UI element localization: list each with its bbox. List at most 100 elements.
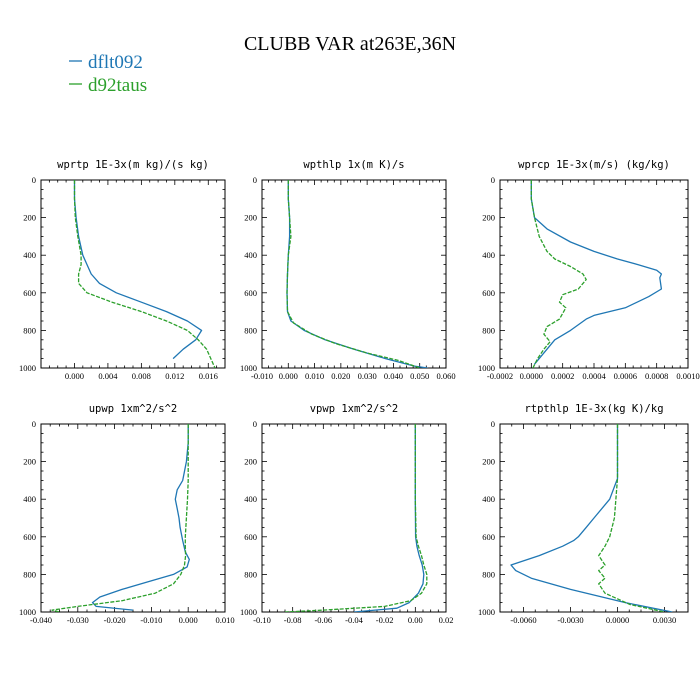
y-tick-label: 1000 [19,363,36,373]
x-tick-label: 0.0000 [520,371,543,381]
x-tick-label: 0.0030 [653,615,676,625]
y-tick-label: 600 [482,532,495,542]
legend-label-dflt092: dflt092 [88,52,143,73]
y-tick-label: 200 [244,457,257,467]
y-tick-label: 400 [244,494,257,504]
x-tick-label: -0.0002 [487,371,513,381]
x-tick-label: 0.004 [98,371,118,381]
x-tick-label: 0.008 [132,371,151,381]
y-tick-label: 400 [482,494,495,504]
series-line-dflt092 [510,424,673,612]
x-tick-label: -0.030 [67,615,89,625]
y-tick-label: 800 [482,569,495,579]
y-tick-label: 0 [491,419,495,429]
x-tick-label: -0.010 [140,615,162,625]
y-tick-label: 800 [244,569,257,579]
x-tick-label: 0.012 [165,371,184,381]
x-tick-label: 0.020 [331,371,350,381]
y-tick-label: 1000 [240,363,257,373]
x-tick-label: -0.0030 [557,615,583,625]
y-tick-label: 0 [32,419,36,429]
x-tick-label: 0.0006 [614,371,637,381]
panel-title: wprcp 1E-3x(m/s) (kg/kg) [518,159,670,171]
y-tick-label: 200 [23,213,36,223]
series-line-d92taus [51,424,189,612]
x-tick-label: 0.00 [408,615,423,625]
y-tick-label: 0 [253,419,257,429]
x-tick-label: 0.0000 [606,615,629,625]
panel-title: wprtp 1E-3x(m kg)/(s kg) [57,159,209,171]
panel-title: rtpthlp 1E-3x(kg K)/kg [524,403,663,415]
x-tick-label: 0.030 [358,371,377,381]
plot-frame [261,423,447,613]
panel-title: wpthlp 1x(m K)/s [303,159,404,171]
y-tick-label: 600 [23,532,36,542]
x-tick-label: -0.10 [253,615,271,625]
legend-label-d92taus: d92taus [88,75,147,96]
x-tick-label: 0.016 [199,371,218,381]
x-tick-label: 0.010 [305,371,324,381]
figure-title: CLUBB VAR at263E,36N [244,33,456,55]
plot-frame [40,423,226,613]
panel-3: wprcp 1E-3x(m/s) (kg/kg) 0 200 400 600 800 100… [478,159,700,381]
y-tick-label: 800 [23,325,36,335]
panel-6: rtpthlp 1E-3x(kg K)/kg 0 200 400 600 800 1000 -… [478,403,689,625]
y-tick-label: 600 [244,532,257,542]
x-tick-label: -0.06 [314,615,332,625]
panel-2: wpthlp 1x(m K)/s 0 200 400 600 800 1000-0.010 0… [240,159,456,381]
y-tick-label: 0 [32,175,36,185]
y-tick-label: 200 [482,213,495,223]
x-tick-label: -0.08 [284,615,302,625]
panel-title: vpwp 1xm^2/s^2 [310,403,399,415]
series-line-dflt092 [353,424,425,612]
y-tick-label: 600 [244,288,257,298]
series-line-dflt092 [530,180,663,365]
x-tick-label: 0.060 [436,371,455,381]
series-line-dflt092 [91,424,190,611]
x-tick-label: 0.0010 [676,371,699,381]
y-tick-label: 1000 [478,363,495,373]
series-line-d92taus [284,424,428,612]
series-line-d92taus [73,180,216,368]
y-tick-label: 1000 [478,607,495,617]
y-tick-label: 400 [482,250,495,260]
x-tick-label: 0.040 [384,371,403,381]
x-tick-label: 0.0008 [645,371,668,381]
y-tick-label: 0 [491,175,495,185]
x-tick-label: -0.010 [251,371,273,381]
x-tick-label: 0.0002 [551,371,574,381]
y-tick-label: 800 [23,569,36,579]
panels: wprtp 1E-3x(m kg)/(s kg) 0 200 400 600 800 100… [19,159,700,625]
x-tick-label: -0.04 [345,615,363,625]
legend: dflt092 d92taus [69,52,147,96]
x-tick-label: 0.02 [439,615,454,625]
y-tick-label: 1000 [240,607,257,617]
y-tick-label: 200 [482,457,495,467]
series-line-d92taus [286,180,420,368]
x-tick-label: 0.000 [279,371,298,381]
y-tick-label: 800 [482,325,495,335]
panel-5: vpwp 1xm^2/s^2 0 200 400 600 800 1000-0.10 -0.0… [240,403,453,625]
x-tick-label: 0.000 [65,371,84,381]
x-tick-label: -0.040 [30,615,52,625]
y-tick-label: 200 [244,213,257,223]
y-tick-label: 1000 [19,607,36,617]
y-tick-label: 800 [244,325,257,335]
x-tick-label: 0.0004 [582,371,606,381]
y-tick-label: 600 [23,288,36,298]
panel-4: upwp 1xm^2/s^2 0 200 400 600 800 1000-0.040 -0.… [19,403,235,625]
y-tick-label: 400 [244,250,257,260]
x-tick-label: 0.010 [215,615,234,625]
series-line-dflt092 [286,180,428,368]
y-tick-label: 400 [23,494,36,504]
plot-frame [499,179,689,369]
x-tick-label: 0.000 [179,615,198,625]
series-line-d92taus [598,424,665,612]
panel-1: wprtp 1E-3x(m kg)/(s kg) 0 200 400 600 800 100… [19,159,226,381]
y-tick-label: 200 [23,457,36,467]
series-line-d92taus [530,180,587,368]
y-tick-label: 0 [253,175,257,185]
series-line-dflt092 [73,180,203,360]
x-tick-label: -0.020 [104,615,126,625]
